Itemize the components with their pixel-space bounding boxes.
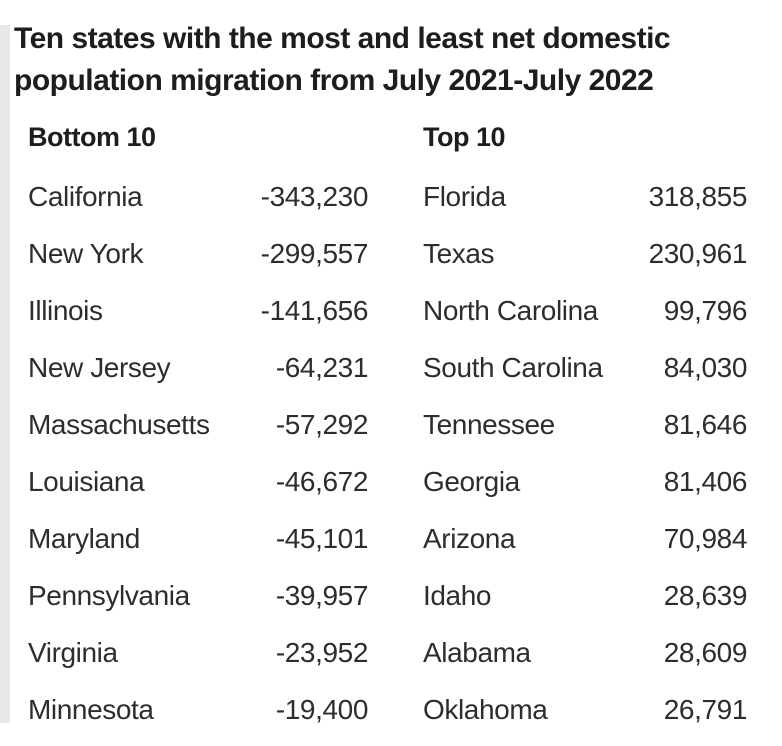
top-10-column: Top 10 Florida 318,855 Texas 230,961 Nor… — [423, 122, 747, 738]
migration-value: -343,230 — [260, 180, 369, 212]
state-name: Massachusetts — [28, 408, 210, 440]
migration-value: 28,609 — [663, 636, 748, 668]
bottom-10-column: Bottom 10 California -343,230 New York -… — [28, 122, 368, 738]
table-row: Arizona 70,984 — [423, 510, 747, 567]
table-row: Massachusetts -57,292 — [28, 396, 368, 453]
migration-value: 318,855 — [648, 180, 748, 212]
state-name: Arizona — [423, 522, 516, 554]
migration-value: -57,292 — [275, 408, 369, 440]
table-row: Maryland -45,101 — [28, 510, 368, 567]
table-row: Idaho 28,639 — [423, 567, 747, 624]
migration-value: -64,231 — [275, 351, 369, 383]
table-row: Florida 318,855 — [423, 168, 747, 225]
migration-value: -39,957 — [275, 579, 369, 611]
table-row: Alabama 28,609 — [423, 624, 747, 681]
table-row: California -343,230 — [28, 168, 368, 225]
state-name: California — [28, 180, 143, 212]
table-row: Minnesota -19,400 — [28, 681, 368, 738]
state-name: Florida — [423, 180, 506, 212]
state-name: Idaho — [423, 579, 492, 611]
table-row: South Carolina 84,030 — [423, 339, 747, 396]
state-name: Virginia — [28, 636, 118, 668]
state-name: Illinois — [28, 294, 103, 326]
table-row: Louisiana -46,672 — [28, 453, 368, 510]
table-row: North Carolina 99,796 — [423, 282, 747, 339]
table-row: New Jersey -64,231 — [28, 339, 368, 396]
migration-value: -141,656 — [260, 294, 369, 326]
state-name: New Jersey — [28, 351, 171, 383]
top-10-header: Top 10 — [423, 121, 506, 152]
migration-value: 28,639 — [663, 579, 748, 611]
migration-value: -23,952 — [275, 636, 369, 668]
table-row: Oklahoma 26,791 — [423, 681, 747, 738]
migration-value: -45,101 — [275, 522, 369, 554]
state-name: New York — [28, 237, 144, 269]
migration-value: 81,406 — [663, 465, 748, 497]
migration-value: 81,646 — [663, 408, 748, 440]
state-name: Minnesota — [28, 693, 154, 725]
table-row: Virginia -23,952 — [28, 624, 368, 681]
migration-value: 26,791 — [663, 693, 748, 725]
state-name: Louisiana — [28, 465, 145, 497]
bottom-10-rows: California -343,230 New York -299,557 Il… — [28, 168, 368, 738]
top-10-rows: Florida 318,855 Texas 230,961 North Caro… — [423, 168, 747, 738]
left-edge-strip — [0, 25, 10, 723]
table-row: Tennessee 81,646 — [423, 396, 747, 453]
state-name: Texas — [423, 237, 495, 269]
table-row: Pennsylvania -39,957 — [28, 567, 368, 624]
bottom-10-header: Bottom 10 — [28, 121, 156, 152]
table-row: New York -299,557 — [28, 225, 368, 282]
table-row: Georgia 81,406 — [423, 453, 747, 510]
table-row: Illinois -141,656 — [28, 282, 368, 339]
state-name: South Carolina — [423, 351, 603, 383]
migration-value: -46,672 — [275, 465, 369, 497]
state-name: Tennessee — [423, 408, 555, 440]
migration-value: 70,984 — [663, 522, 748, 554]
chart-title: Ten states with the most and least net d… — [14, 22, 671, 97]
migration-value: 230,961 — [648, 237, 748, 269]
migration-value: -19,400 — [275, 693, 369, 725]
table-row: Texas 230,961 — [423, 225, 747, 282]
migration-value: 84,030 — [663, 351, 748, 383]
state-name: Pennsylvania — [28, 579, 190, 611]
migration-table: Bottom 10 California -343,230 New York -… — [28, 122, 782, 738]
state-name: Georgia — [423, 465, 520, 497]
migration-value: 99,796 — [663, 294, 748, 326]
state-name: Alabama — [423, 636, 531, 668]
state-name: North Carolina — [423, 294, 598, 326]
state-name: Maryland — [28, 522, 140, 554]
state-name: Oklahoma — [423, 693, 548, 725]
migration-value: -299,557 — [260, 237, 369, 269]
